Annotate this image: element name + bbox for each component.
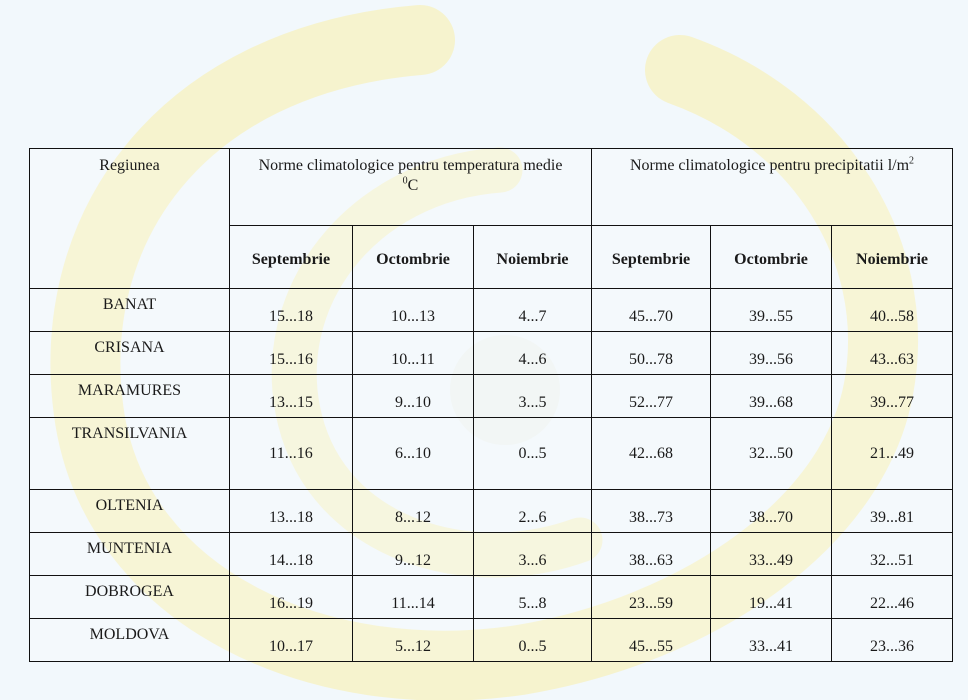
value-cell: 0...5 — [472, 618, 593, 662]
value-cell: 9...12 — [352, 532, 474, 576]
month-header: Septembrie — [229, 225, 353, 289]
value-cell: 45...70 — [591, 288, 712, 332]
value-cell: 8...12 — [352, 489, 474, 533]
value-cell: 4...7 — [472, 288, 593, 332]
value-cell: 39...55 — [710, 288, 833, 332]
value-cell: 5...12 — [352, 618, 474, 662]
value-cell: 39...81 — [831, 489, 954, 533]
value-cell: 23...59 — [591, 575, 712, 619]
month-header: Octombrie — [710, 225, 833, 289]
climate-norms-table: Regiunea Norme climatologice pentru temp… — [29, 148, 954, 662]
month-header: Noiembrie — [831, 225, 954, 289]
value-cell: 50...78 — [591, 331, 712, 375]
table-row: MARAMURES 13...15 9...10 3...5 52...77 39...6… — [29, 374, 954, 418]
value-cell: 5...8 — [472, 575, 593, 619]
region-cell: CRISANA — [29, 331, 230, 375]
region-cell: TRANSILVANIA — [29, 417, 230, 490]
table-row: MUNTENIA 14...18 9...12 3...6 38...63 33...49… — [29, 532, 954, 576]
value-cell: 52...77 — [591, 374, 712, 418]
value-cell: 38...63 — [591, 532, 712, 576]
value-cell: 13...18 — [229, 489, 353, 533]
region-cell: OLTENIA — [29, 489, 230, 533]
value-cell: 15...16 — [229, 331, 353, 375]
month-header: Noiembrie — [472, 225, 593, 289]
value-cell: 39...56 — [710, 331, 833, 375]
value-cell: 0...5 — [472, 417, 593, 490]
value-cell: 23...36 — [831, 618, 954, 662]
region-cell: DOBROGEA — [29, 575, 230, 619]
temperature-group-header: Norme climatologice pentru temperatura m… — [228, 148, 593, 226]
value-cell: 33...41 — [710, 618, 833, 662]
group-header-row: Regiunea Norme climatologice pentru temp… — [29, 148, 954, 289]
value-cell: 38...73 — [591, 489, 712, 533]
month-header: Septembrie — [591, 225, 712, 289]
value-cell: 33...49 — [710, 532, 833, 576]
value-cell: 16...19 — [229, 575, 353, 619]
temperature-unit-sup: 0 — [402, 175, 408, 187]
value-cell: 11...16 — [229, 417, 353, 490]
precipitation-unit-sup: 2 — [909, 155, 915, 167]
table-row: MOLDOVA 10...17 5...12 0...5 45...55 33...41 2… — [29, 618, 954, 662]
table-row: BANAT 15...18 10...13 4...7 45...70 39...55 40… — [29, 288, 954, 332]
table-row: DOBROGEA 16...19 11...14 5...8 23...59 19...4… — [29, 575, 954, 619]
value-cell: 4...6 — [472, 331, 593, 375]
precipitation-group-label: Norme climatologice pentru precipitatii … — [630, 157, 910, 174]
value-cell: 3...6 — [472, 532, 593, 576]
precipitation-group-header: Norme climatologice pentru precipitatii … — [591, 148, 954, 226]
value-cell: 3...5 — [472, 374, 593, 418]
value-cell: 32...50 — [710, 417, 833, 490]
value-cell: 42...68 — [591, 417, 712, 490]
temperature-unit: C — [407, 177, 419, 194]
value-cell: 11...14 — [352, 575, 474, 619]
temperature-group-label: Norme climatologice pentru temperatura m… — [258, 157, 563, 174]
table-row: CRISANA 15...16 10...11 4...6 50...78 39...56… — [29, 331, 954, 375]
value-cell: 13...15 — [229, 374, 353, 418]
region-cell: MOLDOVA — [29, 618, 230, 662]
value-cell: 45...55 — [591, 618, 712, 662]
value-cell: 22...46 — [831, 575, 954, 619]
value-cell: 15...18 — [229, 288, 353, 332]
month-header: Octombrie — [352, 225, 474, 289]
region-header: Regiunea — [29, 148, 230, 289]
value-cell: 9...10 — [352, 374, 474, 418]
value-cell: 43...63 — [831, 331, 954, 375]
value-cell: 38...70 — [710, 489, 833, 533]
value-cell: 10...11 — [352, 331, 474, 375]
table-row: TRANSILVANIA 11...16 6...10 0...5 42...68 32.… — [29, 417, 954, 490]
value-cell: 2...6 — [472, 489, 593, 533]
value-cell: 40...58 — [831, 288, 954, 332]
value-cell: 10...17 — [229, 618, 353, 662]
value-cell: 14...18 — [229, 532, 353, 576]
value-cell: 32...51 — [831, 532, 954, 576]
region-cell: MARAMURES — [29, 374, 230, 418]
value-cell: 39...77 — [831, 374, 954, 418]
region-cell: BANAT — [29, 288, 230, 332]
region-cell: MUNTENIA — [29, 532, 230, 576]
value-cell: 19...41 — [710, 575, 833, 619]
value-cell: 39...68 — [710, 374, 833, 418]
value-cell: 6...10 — [352, 417, 474, 490]
value-cell: 21...49 — [831, 417, 954, 490]
value-cell: 10...13 — [352, 288, 474, 332]
table-row: OLTENIA 13...18 8...12 2...6 38...73 38...70 3… — [29, 489, 954, 533]
